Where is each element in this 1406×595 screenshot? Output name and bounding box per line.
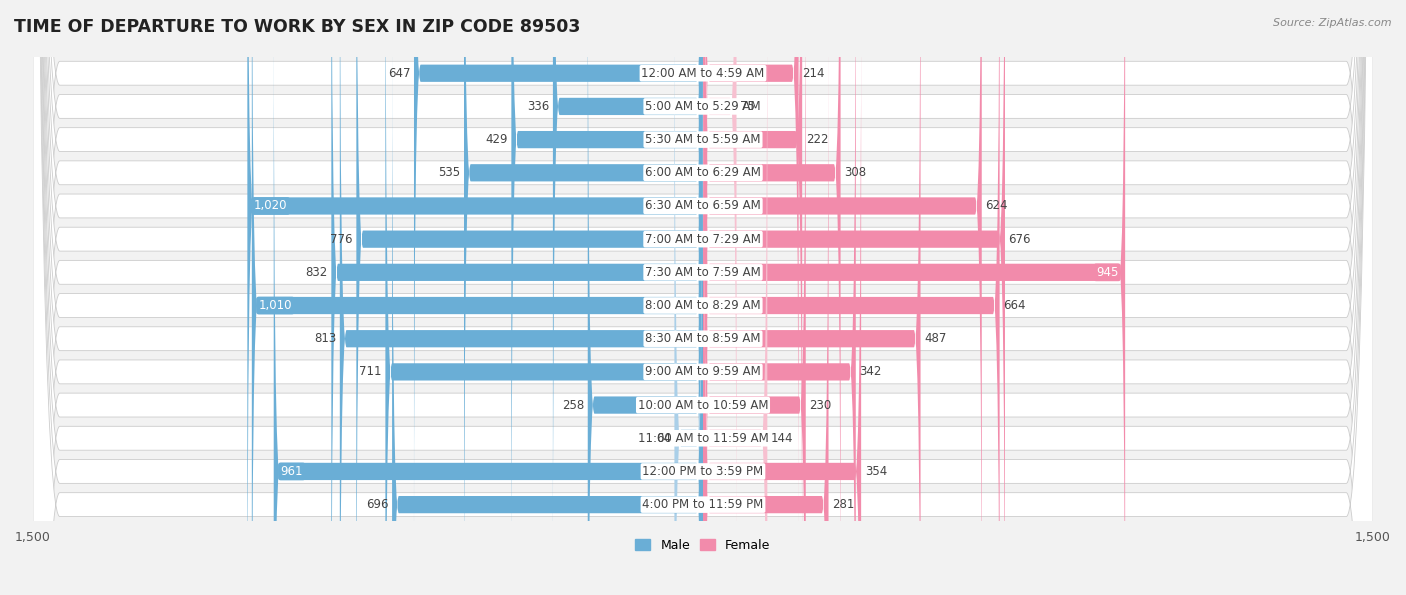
FancyBboxPatch shape (274, 0, 703, 595)
FancyBboxPatch shape (703, 0, 799, 562)
FancyBboxPatch shape (703, 0, 803, 595)
Text: 1,020: 1,020 (254, 199, 288, 212)
FancyBboxPatch shape (464, 0, 703, 595)
FancyBboxPatch shape (675, 0, 703, 595)
Text: 9:00 AM to 9:59 AM: 9:00 AM to 9:59 AM (645, 365, 761, 378)
FancyBboxPatch shape (32, 0, 1374, 595)
Text: 535: 535 (439, 166, 460, 179)
FancyBboxPatch shape (553, 0, 703, 595)
FancyBboxPatch shape (703, 0, 806, 595)
FancyBboxPatch shape (32, 0, 1374, 595)
FancyBboxPatch shape (512, 0, 703, 595)
FancyBboxPatch shape (340, 0, 703, 595)
Text: 647: 647 (388, 67, 411, 80)
Text: TIME OF DEPARTURE TO WORK BY SEX IN ZIP CODE 89503: TIME OF DEPARTURE TO WORK BY SEX IN ZIP … (14, 18, 581, 36)
Text: 8:00 AM to 8:29 AM: 8:00 AM to 8:29 AM (645, 299, 761, 312)
Text: 6:30 AM to 6:59 AM: 6:30 AM to 6:59 AM (645, 199, 761, 212)
Text: 64: 64 (655, 432, 671, 444)
Text: 11:00 AM to 11:59 AM: 11:00 AM to 11:59 AM (638, 432, 768, 444)
FancyBboxPatch shape (32, 0, 1374, 595)
Text: 12:00 PM to 3:59 PM: 12:00 PM to 3:59 PM (643, 465, 763, 478)
Text: 258: 258 (562, 399, 583, 412)
Text: 354: 354 (865, 465, 887, 478)
Text: 5:30 AM to 5:59 AM: 5:30 AM to 5:59 AM (645, 133, 761, 146)
Text: 12:00 AM to 4:59 AM: 12:00 AM to 4:59 AM (641, 67, 765, 80)
Text: 664: 664 (1004, 299, 1026, 312)
FancyBboxPatch shape (356, 0, 703, 595)
FancyBboxPatch shape (32, 0, 1374, 595)
Text: 5:00 AM to 5:29 AM: 5:00 AM to 5:29 AM (645, 100, 761, 113)
FancyBboxPatch shape (32, 0, 1374, 595)
Text: 961: 961 (280, 465, 302, 478)
FancyBboxPatch shape (32, 0, 1374, 595)
Text: Source: ZipAtlas.com: Source: ZipAtlas.com (1274, 18, 1392, 28)
Text: 429: 429 (485, 133, 508, 146)
Text: 813: 813 (314, 332, 336, 345)
Text: 308: 308 (844, 166, 866, 179)
FancyBboxPatch shape (703, 0, 768, 595)
FancyBboxPatch shape (252, 0, 703, 595)
Text: 1,010: 1,010 (259, 299, 292, 312)
FancyBboxPatch shape (703, 0, 1005, 595)
Text: 7:00 AM to 7:29 AM: 7:00 AM to 7:29 AM (645, 233, 761, 246)
Text: 214: 214 (803, 67, 825, 80)
Text: 832: 832 (305, 266, 328, 279)
FancyBboxPatch shape (703, 0, 860, 595)
FancyBboxPatch shape (703, 0, 841, 595)
Text: 7:30 AM to 7:59 AM: 7:30 AM to 7:59 AM (645, 266, 761, 279)
FancyBboxPatch shape (703, 0, 1125, 595)
FancyBboxPatch shape (32, 0, 1374, 595)
FancyBboxPatch shape (32, 0, 1374, 595)
FancyBboxPatch shape (332, 0, 703, 595)
Text: 4:00 PM to 11:59 PM: 4:00 PM to 11:59 PM (643, 498, 763, 511)
Text: 222: 222 (806, 133, 828, 146)
Legend: Male, Female: Male, Female (630, 534, 776, 557)
FancyBboxPatch shape (32, 0, 1374, 595)
Text: 711: 711 (360, 365, 382, 378)
Text: 10:00 AM to 10:59 AM: 10:00 AM to 10:59 AM (638, 399, 768, 412)
Text: 342: 342 (859, 365, 882, 378)
FancyBboxPatch shape (32, 0, 1374, 595)
FancyBboxPatch shape (413, 0, 703, 562)
Text: 144: 144 (770, 432, 793, 444)
FancyBboxPatch shape (703, 0, 1000, 595)
Text: 676: 676 (1008, 233, 1031, 246)
FancyBboxPatch shape (703, 0, 856, 595)
FancyBboxPatch shape (392, 15, 703, 595)
Text: 281: 281 (832, 498, 855, 511)
Text: 624: 624 (986, 199, 1008, 212)
FancyBboxPatch shape (703, 0, 737, 595)
FancyBboxPatch shape (703, 0, 921, 595)
FancyBboxPatch shape (32, 0, 1374, 595)
FancyBboxPatch shape (32, 0, 1374, 595)
FancyBboxPatch shape (703, 0, 981, 595)
Text: 6:00 AM to 6:29 AM: 6:00 AM to 6:29 AM (645, 166, 761, 179)
FancyBboxPatch shape (247, 0, 703, 595)
FancyBboxPatch shape (703, 15, 828, 595)
Text: 336: 336 (527, 100, 550, 113)
Text: 696: 696 (366, 498, 388, 511)
Text: 776: 776 (330, 233, 353, 246)
Text: 487: 487 (924, 332, 946, 345)
FancyBboxPatch shape (32, 0, 1374, 595)
FancyBboxPatch shape (32, 0, 1374, 595)
Text: 75: 75 (740, 100, 755, 113)
Text: 945: 945 (1097, 266, 1118, 279)
FancyBboxPatch shape (588, 0, 703, 595)
FancyBboxPatch shape (385, 0, 703, 595)
Text: 8:30 AM to 8:59 AM: 8:30 AM to 8:59 AM (645, 332, 761, 345)
Text: 230: 230 (810, 399, 831, 412)
